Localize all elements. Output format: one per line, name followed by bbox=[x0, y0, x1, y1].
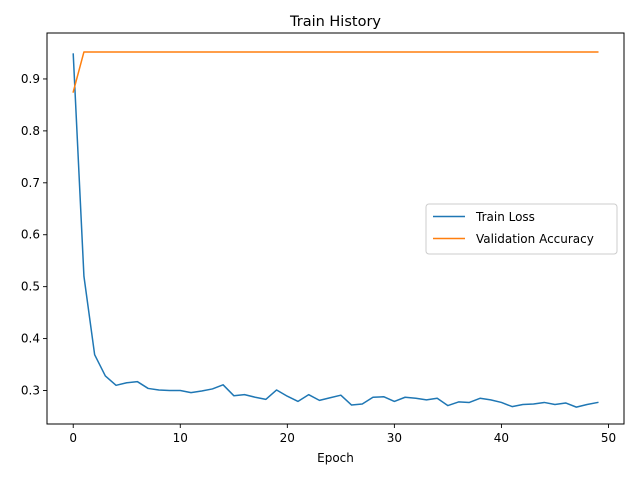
series-layer bbox=[72, 51, 599, 408]
series-line-validation-accuracy bbox=[72, 51, 599, 93]
x-tick-label: 40 bbox=[494, 431, 509, 445]
y-tick-label: 0.4 bbox=[21, 332, 40, 346]
legend-box bbox=[425, 203, 618, 255]
y-tick-label: 0.9 bbox=[21, 72, 40, 86]
plot-frame bbox=[46, 32, 625, 425]
chart-title: Train History bbox=[289, 14, 381, 30]
x-tick-label: 50 bbox=[601, 431, 616, 445]
y-tick-label: 0.7 bbox=[21, 176, 40, 190]
legend: Train Loss Validation Accuracy bbox=[425, 203, 618, 255]
y-tick-label: 0.6 bbox=[21, 228, 40, 242]
y-tick-label: 0.5 bbox=[21, 280, 40, 294]
y-tick-label: 0.8 bbox=[21, 124, 40, 138]
x-axis-label: Epoch bbox=[317, 451, 354, 465]
x-tick-label: 30 bbox=[387, 431, 402, 445]
x-axis-ticks: 0 10 20 30 40 50 bbox=[69, 424, 616, 445]
legend-label-validation-accuracy: Validation Accuracy bbox=[476, 232, 594, 246]
legend-label-train-loss: Train Loss bbox=[475, 210, 535, 224]
y-axis-ticks: 0.3 0.4 0.5 0.6 0.7 0.8 0.9 bbox=[21, 72, 47, 398]
x-tick-label: 0 bbox=[69, 431, 77, 445]
series-line-train-loss bbox=[72, 53, 599, 408]
y-tick-label: 0.3 bbox=[21, 384, 40, 398]
x-tick-label: 20 bbox=[280, 431, 295, 445]
x-tick-label: 10 bbox=[173, 431, 188, 445]
